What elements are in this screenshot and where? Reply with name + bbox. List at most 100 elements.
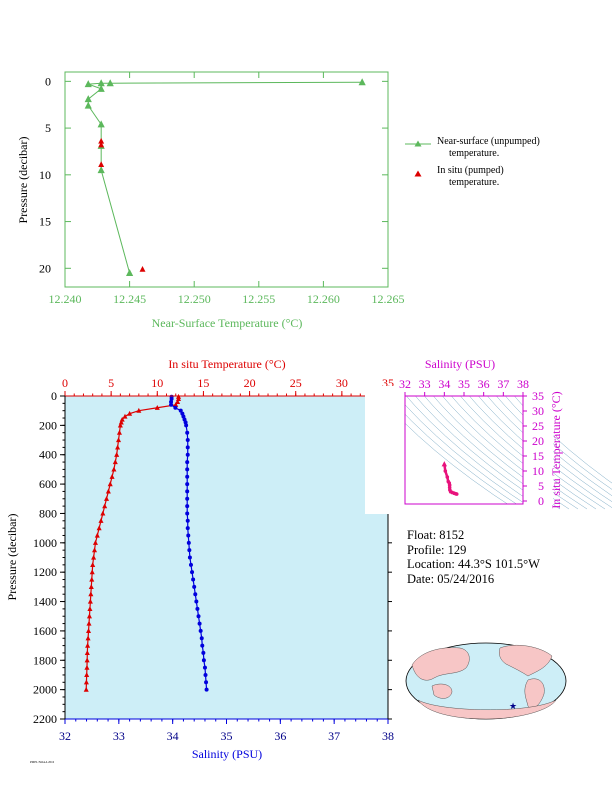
temperature-point [175, 399, 181, 404]
salinity-point [185, 511, 190, 516]
temperature-tick-label: 0 [62, 376, 68, 390]
temperature-point [89, 569, 95, 575]
map-antarctica [417, 699, 557, 720]
ts-density-contours [365, 386, 612, 514]
near-surface-point [97, 84, 105, 92]
ts-salinity-tick-label: 32 [399, 377, 411, 391]
temperature-point [89, 576, 95, 582]
temperature-point [86, 620, 92, 626]
temperature-point [136, 407, 142, 413]
temperature-tick-label: 10 [151, 376, 163, 390]
near-surface-x-tick-label: 12.265 [372, 292, 405, 306]
footer-credit: PMEL/NOAA 2016 [30, 760, 55, 764]
ts-salinity-tick-label: 33 [419, 377, 431, 391]
salinity-point [186, 540, 191, 545]
pressure-tick-label: 800 [39, 506, 57, 520]
pressure-tick-label: 0 [51, 389, 57, 403]
near-surface-y-tick-label: 0 [45, 74, 51, 88]
near-surface-y-tick-label: 10 [39, 168, 51, 182]
temperature-point [104, 495, 110, 501]
salinity-point [187, 555, 192, 560]
in-situ-point [98, 161, 105, 168]
legend-label-line2: temperature. [449, 177, 500, 188]
salinity-point [187, 548, 192, 553]
near-surface-legend: Near-surface (unpumped) temperature. In … [400, 136, 540, 189]
temperature-point [122, 413, 128, 419]
temperature-tick-label: 5 [108, 376, 114, 390]
temperature-point [90, 562, 96, 567]
salinity-point [185, 518, 190, 523]
ts-density-contour [392, 390, 534, 510]
near-surface-x-tick-label: 12.250 [178, 292, 211, 306]
salinity-tick-label: 38 [382, 729, 394, 743]
in-situ-point [139, 265, 146, 272]
ts-point [443, 469, 448, 473]
near-surface-point [84, 101, 92, 109]
temperature-point [83, 686, 89, 692]
salinity-point [196, 614, 201, 619]
ts-salinity-tick-label: 36 [478, 377, 490, 391]
ts-temperature-tick-label: 10 [532, 464, 544, 478]
legend-label-line2: temperature. [449, 148, 500, 159]
salinity-tick-label: 33 [113, 729, 125, 743]
temperature-point [96, 525, 102, 531]
near-surface-x-tick-label: 12.245 [113, 292, 146, 306]
salinity-point [185, 504, 190, 509]
ts-contour-mask-bottom [365, 504, 535, 514]
temperature-point [87, 606, 93, 611]
float-location-icon: ★ [509, 702, 517, 712]
temperature-point [88, 591, 94, 597]
salinity-point [185, 452, 190, 457]
salinity-point [193, 592, 198, 597]
pressure-tick-label: 1600 [33, 624, 57, 638]
legend-label-line1: In situ (pumped) [437, 165, 504, 176]
temperature-point [94, 532, 100, 538]
world-map: ★ [405, 642, 567, 720]
temperature-point [86, 628, 92, 634]
salinity-point [203, 672, 208, 677]
ts-plot-frame [404, 395, 524, 505]
near-surface-series-line [87, 81, 363, 274]
salinity-point [173, 405, 178, 410]
salinity-point [185, 445, 190, 450]
salinity-point [185, 438, 190, 443]
near-surface-x-tick-label: 12.255 [242, 292, 275, 306]
profile-date: Date: 05/24/2016 [407, 571, 495, 586]
salinity-tick-label: 36 [274, 729, 286, 743]
temperature-point [100, 510, 106, 516]
salinity-point [185, 496, 190, 501]
temperature-point [173, 402, 179, 407]
salinity-point [201, 650, 206, 655]
salinity-axis-label: Salinity (PSU) [192, 747, 262, 761]
temperature-point [105, 488, 111, 494]
float-id: Float: 8152 [407, 528, 465, 542]
temperature-point [91, 554, 97, 560]
ts-point [454, 492, 459, 496]
near-surface-x-label: Near-Surface Temperature (°C) [152, 316, 303, 330]
salinity-point [185, 474, 190, 479]
temperature-point [115, 444, 121, 450]
temperature-point [84, 664, 90, 670]
temperature-tick-label: 20 [244, 376, 256, 390]
temperature-tick-label: 15 [197, 376, 209, 390]
near-surface-plot-frame [64, 71, 389, 288]
salinity-point [197, 621, 202, 626]
temperature-point [154, 404, 160, 410]
temperature-point [98, 517, 104, 523]
salinity-tick-label: 37 [328, 729, 340, 743]
salinity-point [169, 402, 174, 407]
profile-info: Float: 8152 Profile: 129 Location: 44.3°… [407, 528, 540, 586]
ts-contour-mask-left [365, 386, 405, 514]
ts-temperature-tick-label: 20 [532, 434, 544, 448]
map-asia [411, 647, 470, 681]
ts-salinity-tick-label: 34 [438, 377, 450, 391]
ts-temperature-tick-label: 30 [532, 404, 544, 418]
ts-density-contour [401, 390, 543, 510]
temperature-point [127, 410, 133, 416]
ts-temperature-tick-label: 25 [532, 419, 544, 433]
ts-salinity-tick-label: 37 [497, 377, 509, 391]
salinity-point [195, 606, 200, 611]
pressure-tick-label: 200 [39, 418, 57, 432]
near-surface-point [106, 79, 114, 87]
